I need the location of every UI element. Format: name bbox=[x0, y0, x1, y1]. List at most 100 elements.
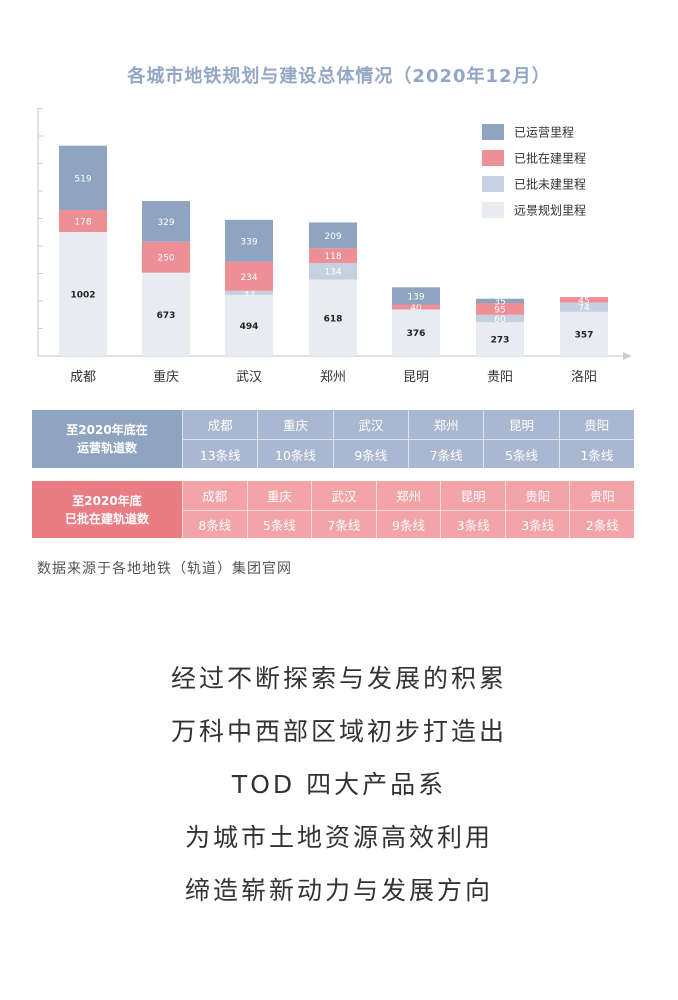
table-cell-value: 5条线 bbox=[246, 509, 312, 538]
bar-segment bbox=[560, 302, 608, 312]
data-label: 118 bbox=[324, 252, 341, 262]
table-cell-value: 13条线 bbox=[182, 439, 258, 468]
bar-segment bbox=[476, 314, 524, 323]
chart-title: 各城市地铁规划与建设总体情况（2020年12月） bbox=[127, 66, 551, 87]
operating-lines-table: 至2020年底在 运营轨道数 成都 重庆 武汉 郑州 昆明 贵阳 13条线 10… bbox=[32, 410, 634, 468]
source-note: 数据来源于各地地铁（轨道）集团官网 bbox=[37, 561, 292, 577]
operating-value-row: 13条线 10条线 9条线 7条线 5条线 1条线 bbox=[182, 439, 634, 468]
bar-segment bbox=[225, 219, 273, 262]
bar-segment bbox=[476, 298, 524, 304]
bar-segment bbox=[476, 303, 524, 315]
table-cell-value: 3条线 bbox=[504, 509, 570, 538]
bar-segment bbox=[59, 231, 107, 356]
data-label: 618 bbox=[324, 314, 343, 324]
table-cell-value: 3条线 bbox=[440, 509, 505, 538]
bar-segment bbox=[59, 145, 107, 210]
table-cell-city: 武汉 bbox=[332, 410, 408, 439]
x-tick-label: 重庆 bbox=[153, 369, 179, 385]
table-cell-city: 武汉 bbox=[311, 481, 376, 510]
tagline: 经过不断探索与发展的积累 万科中西部区域初步打造出 TOD 四大产品系 为城市土… bbox=[0, 652, 678, 917]
x-tick-label: 昆明 bbox=[403, 370, 429, 385]
bar-segment bbox=[309, 248, 357, 263]
table-cell-city: 昆明 bbox=[483, 410, 558, 439]
x-axis-arrow-icon bbox=[623, 352, 632, 360]
tagline-line: 缔造崭新动力与发展方向 bbox=[184, 876, 493, 905]
table-cell-city: 郑州 bbox=[407, 410, 483, 439]
bar-segment bbox=[309, 262, 357, 280]
legend-swatch bbox=[482, 150, 504, 166]
bar-segment bbox=[309, 279, 357, 356]
data-label: 273 bbox=[491, 336, 510, 346]
bar-segment bbox=[225, 294, 273, 356]
data-label: 35 bbox=[494, 297, 505, 307]
x-tick-label: 洛阳 bbox=[571, 370, 597, 385]
building-table-header: 至2020年底 已批在建轨道数 bbox=[32, 481, 182, 538]
bar-segment bbox=[560, 297, 608, 303]
bar-segment bbox=[225, 290, 273, 295]
building-value-row: 8条线 5条线 7条线 9条线 3条线 3条线 2条线 bbox=[182, 509, 635, 538]
data-label: 40 bbox=[410, 303, 422, 313]
bar-segment bbox=[142, 201, 190, 242]
data-label: 60 bbox=[494, 315, 506, 325]
data-label: 95 bbox=[494, 305, 505, 315]
bar-segment bbox=[142, 272, 190, 356]
table-cell-value: 10条线 bbox=[257, 439, 333, 468]
operating-table-header: 至2020年底在 运营轨道数 bbox=[32, 410, 182, 468]
legend-label: 已批在建里程 bbox=[514, 151, 586, 166]
table-cell-value: 7条线 bbox=[407, 439, 484, 468]
table-cell-city: 重庆 bbox=[246, 481, 312, 510]
table-cell-value: 7条线 bbox=[311, 509, 376, 538]
data-label: 139 bbox=[407, 292, 424, 302]
data-label: 673 bbox=[157, 311, 176, 321]
table-cell-value: 2条线 bbox=[569, 509, 635, 538]
data-label: 74 bbox=[578, 304, 590, 314]
operating-header-line2: 运营轨道数 bbox=[76, 441, 137, 455]
table-cell-city: 贵阳 bbox=[558, 410, 634, 439]
tagline-line: 万科中西部区域初步打造出 bbox=[170, 717, 507, 746]
legend-swatch bbox=[482, 124, 504, 140]
data-label: 250 bbox=[157, 254, 174, 264]
stacked-bar-chart: 1002 178 519 673 250 329 494 33 234 339 618 134 118 2… bbox=[37, 108, 632, 385]
bar-segment bbox=[309, 222, 357, 249]
tagline-line: 经过不断探索与发展的积累 bbox=[170, 664, 507, 693]
data-label: 45 bbox=[578, 296, 589, 306]
data-label: 376 bbox=[407, 329, 426, 339]
building-lines-table: 至2020年底 已批在建轨道数 成都 重庆 武汉 郑州 昆明 贵阳 贵阳 8条线… bbox=[32, 481, 635, 538]
table-cell-city: 贵阳 bbox=[569, 481, 634, 510]
x-tick-label: 武汉 bbox=[236, 370, 262, 385]
table-cell-value: 5条线 bbox=[483, 439, 559, 468]
bar-segment bbox=[392, 304, 440, 310]
operating-city-row: 成都 重庆 武汉 郑州 昆明 贵阳 bbox=[182, 410, 634, 439]
tagline-line: 为城市土地资源高效利用 bbox=[184, 823, 493, 852]
x-tick-label: 贵阳 bbox=[487, 370, 513, 385]
data-label: 494 bbox=[240, 322, 259, 332]
legend-swatch bbox=[482, 202, 504, 218]
bar-segment bbox=[142, 241, 190, 273]
building-city-row: 成都 重庆 武汉 郑州 昆明 贵阳 贵阳 bbox=[182, 481, 634, 510]
data-label: 339 bbox=[240, 237, 257, 247]
data-label: 178 bbox=[74, 217, 91, 227]
table-cell-value: 9条线 bbox=[375, 509, 441, 538]
legend-label: 已批未建里程 bbox=[514, 177, 586, 192]
bar-segment bbox=[59, 209, 107, 232]
table-cell-city: 贵阳 bbox=[504, 481, 570, 510]
table-cell-city: 昆明 bbox=[440, 481, 505, 510]
data-label: 209 bbox=[324, 232, 341, 242]
data-label: 234 bbox=[240, 273, 257, 283]
table-cell-value: 8条线 bbox=[182, 509, 247, 538]
table-cell-city: 成都 bbox=[182, 481, 247, 510]
operating-header-line1: 至2020年底在 bbox=[66, 423, 148, 437]
building-header-line2: 已批在建轨道数 bbox=[64, 511, 149, 526]
x-tick-labels: 成都 重庆 武汉 郑州 昆明 贵阳 洛阳 bbox=[70, 369, 597, 385]
x-tick-label: 成都 bbox=[70, 370, 96, 385]
legend-swatch bbox=[482, 176, 504, 192]
data-label: 134 bbox=[324, 268, 341, 278]
chart-bars: 1002 178 519 673 250 329 494 33 234 339 618 134 118 2… bbox=[59, 145, 608, 356]
bar-segment bbox=[560, 311, 608, 356]
building-header-line1: 至2020年底 bbox=[72, 493, 142, 508]
table-cell-city: 郑州 bbox=[375, 481, 441, 510]
bar-segment bbox=[225, 261, 273, 291]
table-cell-value: 9条线 bbox=[332, 439, 408, 468]
table-cell-city: 重庆 bbox=[257, 410, 332, 439]
